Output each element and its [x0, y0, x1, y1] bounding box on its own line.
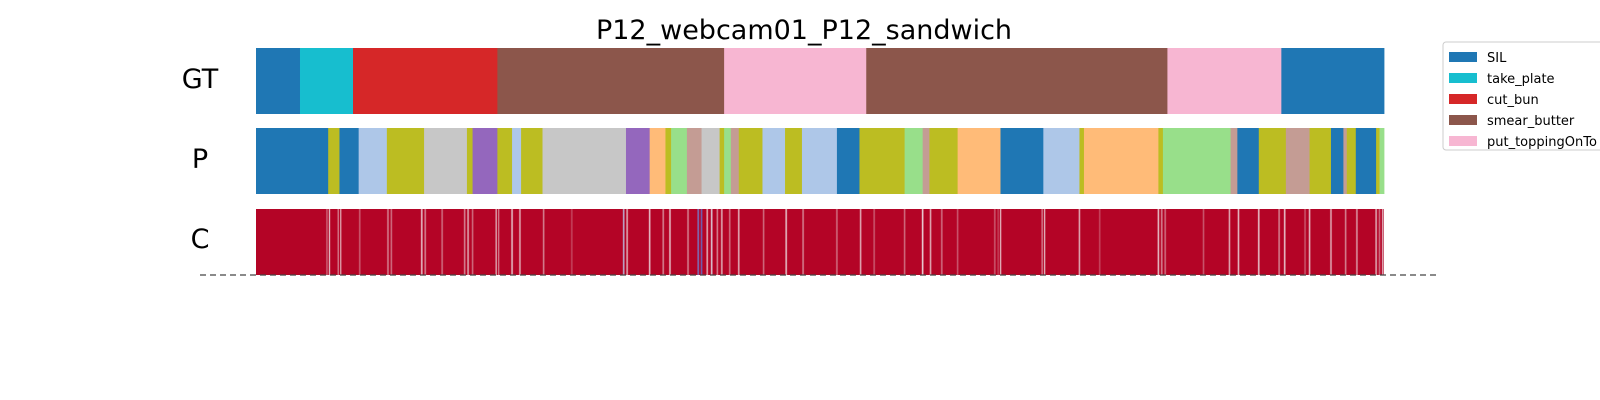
p-segment	[328, 128, 340, 194]
gt-segment	[866, 48, 1168, 114]
p-segment	[1343, 128, 1348, 194]
legend-label: take_plate	[1487, 72, 1555, 87]
p-segment	[542, 128, 627, 194]
p-segment	[1079, 128, 1085, 194]
p-segment	[1043, 128, 1080, 194]
p-segment	[1230, 128, 1238, 194]
p-segment	[801, 128, 838, 194]
legend-label: put_toppingOnTo	[1487, 135, 1597, 150]
chart-title: P12_webcam01_P12_sandwich	[596, 15, 1012, 46]
p-segment	[1158, 128, 1164, 194]
legend-frame	[1442, 41, 1600, 151]
p-segment	[625, 128, 651, 194]
p-segment	[724, 128, 732, 194]
gt-row	[256, 48, 1385, 114]
gt-segment	[724, 48, 867, 114]
row-label-p: P	[192, 144, 208, 175]
p-segment	[719, 128, 725, 194]
gt-segment	[353, 48, 498, 114]
p-segment	[1285, 128, 1310, 194]
gt-segment	[256, 48, 301, 114]
p-segment	[472, 128, 498, 194]
p-segment	[1258, 128, 1287, 194]
c-row-confidence-bar	[256, 209, 1384, 275]
legend-swatch	[1449, 115, 1477, 125]
p-segment	[358, 128, 388, 194]
gt-segment	[299, 48, 354, 114]
p-segment	[386, 128, 425, 194]
p-segment	[762, 128, 786, 194]
p-segment	[922, 128, 930, 194]
p-segment	[836, 128, 860, 194]
legend-swatch	[1449, 94, 1477, 104]
p-segment	[1162, 128, 1231, 194]
p-segment	[904, 128, 924, 194]
p-segment	[730, 128, 740, 194]
p-segment	[1237, 128, 1260, 194]
p-segment	[957, 128, 1001, 194]
p-segment	[1346, 128, 1357, 194]
p-segment	[1330, 128, 1344, 194]
p-segment	[738, 128, 763, 194]
row-label-c: C	[191, 224, 210, 255]
p-segment	[785, 128, 803, 194]
p-segment	[1379, 128, 1385, 194]
p-segment	[1083, 128, 1159, 194]
p-segment	[701, 128, 721, 194]
legend: SIL take_plate cut_bun smear_butter put_topp…	[1442, 41, 1600, 151]
p-segment	[424, 128, 468, 194]
p-segment	[512, 128, 522, 194]
p-segment	[466, 128, 473, 194]
p-segment	[1355, 128, 1377, 194]
legend-swatch	[1449, 136, 1477, 146]
legend-label: smear_butter	[1487, 114, 1575, 129]
p-segment	[1376, 128, 1380, 194]
gt-segment	[497, 48, 725, 114]
gt-segment	[1167, 48, 1282, 114]
p-segment	[649, 128, 666, 194]
p-segment	[521, 128, 543, 194]
gt-segment	[1281, 48, 1385, 114]
p-row	[256, 128, 1385, 194]
p-segment	[497, 128, 513, 194]
p-segment	[671, 128, 688, 194]
p-segment	[665, 128, 672, 194]
legend-swatch	[1449, 73, 1477, 83]
p-segment	[256, 128, 329, 194]
p-segment	[1309, 128, 1332, 194]
legend-label: SIL	[1487, 51, 1507, 66]
p-segment	[1000, 128, 1044, 194]
p-segment	[859, 128, 905, 194]
p-segment	[686, 128, 702, 194]
legend-label: cut_bun	[1487, 93, 1539, 108]
legend-swatch	[1449, 52, 1477, 62]
p-segment	[929, 128, 959, 194]
row-label-gt: GT	[182, 64, 219, 95]
p-segment	[339, 128, 360, 194]
